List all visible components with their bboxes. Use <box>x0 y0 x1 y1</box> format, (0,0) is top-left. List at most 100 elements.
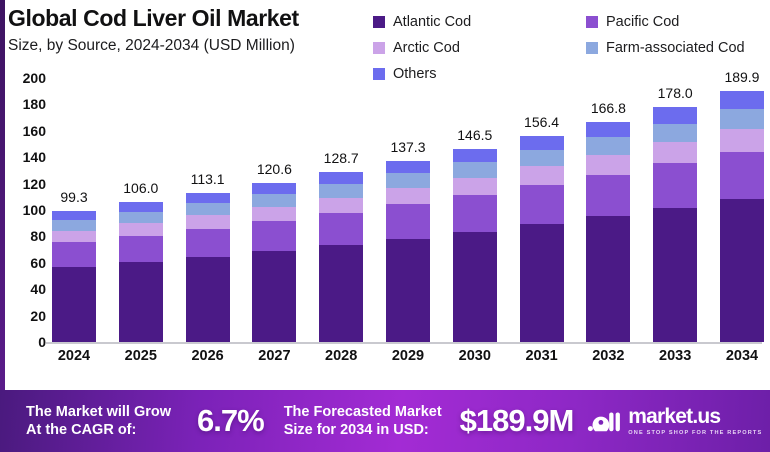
legend-swatch-icon <box>373 42 385 54</box>
bar-segment[interactable] <box>586 137 631 155</box>
bar-column[interactable]: 189.9 <box>719 69 764 342</box>
bar-segment[interactable] <box>52 242 96 268</box>
bar-segment[interactable] <box>452 177 497 196</box>
bar-segment[interactable] <box>118 235 163 263</box>
bar-segment[interactable] <box>52 267 96 342</box>
cagr-label: The Market will Grow At the CAGR of: <box>26 403 171 439</box>
y-axis-tick: 140 <box>22 149 46 166</box>
x-axis-tick: 2033 <box>659 348 692 364</box>
cagr-value: 6.7% <box>197 403 265 438</box>
market-us-logo-icon <box>588 412 621 432</box>
bar-segment[interactable] <box>185 192 230 204</box>
bar-value-label: 113.1 <box>190 170 225 187</box>
title-block: Global Cod Liver Oil Market Size, by Sou… <box>8 4 378 56</box>
x-axis-tick: 2024 <box>57 348 91 364</box>
forecast-label-line1: The Forecasted Market <box>283 404 442 420</box>
bar-column[interactable]: 146.5 <box>452 78 497 342</box>
bar-segment[interactable] <box>653 163 698 209</box>
bar-segment[interactable] <box>185 228 230 257</box>
bar-segment[interactable] <box>452 195 497 232</box>
legend-item-pacific-cod[interactable]: Pacific Cod <box>586 9 770 35</box>
plot-area: 0 20 40 60 80 100 120 140 160 180 200 99.3 106.0 113… <box>0 69 770 385</box>
bar-column[interactable]: 128.7 <box>319 78 364 342</box>
bar-segment[interactable] <box>118 223 163 236</box>
market-us-logo[interactable]: market.us ONE STOP SHOP FOR THE REPORTS <box>587 406 762 436</box>
bar-segment[interactable] <box>385 160 430 174</box>
bar-segment[interactable] <box>185 215 230 229</box>
x-axis-tick: 2027 <box>258 348 291 364</box>
bar-stack <box>452 148 497 342</box>
bar-segment[interactable] <box>586 216 631 342</box>
bar-segment[interactable] <box>385 238 430 342</box>
bar-value-label: 99.3 <box>60 188 88 205</box>
bar-segment[interactable] <box>452 162 497 178</box>
bar-column[interactable]: 106.0 <box>118 78 163 342</box>
x-axis-tick: 2028 <box>325 348 358 364</box>
bar-segment[interactable] <box>452 231 497 342</box>
bar-segment[interactable] <box>586 154 631 175</box>
bar-column[interactable]: 137.3 <box>385 78 430 342</box>
bar-segment[interactable] <box>519 149 564 167</box>
bar-column[interactable]: 113.1 <box>185 78 230 342</box>
y-axis: 0 20 40 60 80 100 120 140 160 180 200 <box>0 70 46 350</box>
bar-segment[interactable] <box>52 220 96 231</box>
bar-segment[interactable] <box>252 193 297 207</box>
x-axis-tick: 2031 <box>525 348 558 364</box>
bar-segment[interactable] <box>319 183 364 198</box>
bar-segment[interactable] <box>319 245 364 342</box>
legend-label: Others <box>393 66 437 82</box>
bar-segment[interactable] <box>385 173 430 188</box>
bar-segment[interactable] <box>653 142 698 164</box>
bar-segment[interactable] <box>719 108 764 129</box>
legend-item-atlantic-cod[interactable]: Atlantic Cod <box>373 9 586 35</box>
bar-segment[interactable] <box>586 121 631 138</box>
bar-segment[interactable] <box>452 148 497 163</box>
bar-segment[interactable] <box>519 185 564 225</box>
bar-segment[interactable] <box>719 151 764 200</box>
bar-segment[interactable] <box>519 135 564 150</box>
bar-column[interactable]: 178.0 <box>653 78 698 342</box>
bar-stack <box>385 160 430 342</box>
bar-segment[interactable] <box>118 262 163 342</box>
bar-segment[interactable] <box>653 123 698 143</box>
y-axis-tick: 120 <box>22 175 46 192</box>
bar-segment[interactable] <box>118 202 163 212</box>
bar-segment[interactable] <box>319 172 364 184</box>
legend-item-farm-associated-cod[interactable]: Farm-associated Cod <box>586 35 770 61</box>
legend-item-arctic-cod[interactable]: Arctic Cod <box>373 35 586 61</box>
bar-segment[interactable] <box>385 187 430 205</box>
bar-segment[interactable] <box>52 230 96 243</box>
y-axis-tick: 60 <box>30 254 46 271</box>
bar-stack <box>653 107 698 342</box>
bar-segment[interactable] <box>252 251 297 342</box>
bar-stack <box>319 172 364 342</box>
bar-segment[interactable] <box>519 166 564 186</box>
bar-segment[interactable] <box>319 212 364 246</box>
bar-column[interactable]: 166.8 <box>586 78 631 342</box>
bar-segment[interactable] <box>185 256 230 342</box>
bar-segment[interactable] <box>118 212 163 224</box>
bar-segment[interactable] <box>252 206 297 221</box>
bar-segment[interactable] <box>385 204 430 239</box>
bar-segment[interactable] <box>719 199 764 342</box>
legend-item-others[interactable]: Others <box>373 61 586 87</box>
bar-segment[interactable] <box>719 91 764 109</box>
bar-value-label: 178.0 <box>657 85 693 102</box>
bar-value-label: 120.6 <box>256 160 292 177</box>
bar-column[interactable]: 99.3 <box>52 78 96 342</box>
bar-column[interactable]: 156.4 <box>519 78 564 342</box>
bar-segment[interactable] <box>653 208 698 342</box>
bar-segment[interactable] <box>519 224 564 342</box>
bar-column[interactable]: 120.6 <box>252 78 297 342</box>
legend-swatch-icon <box>373 16 385 28</box>
bar-segment[interactable] <box>52 210 96 221</box>
bar-segment[interactable] <box>586 174 631 217</box>
bar-segment[interactable] <box>319 197 364 213</box>
y-axis-tick: 80 <box>30 228 46 245</box>
logo-text: market.us ONE STOP SHOP FOR THE REPORTS <box>628 406 762 436</box>
bar-segment[interactable] <box>252 220 297 252</box>
bar-segment[interactable] <box>185 203 230 216</box>
bar-segment[interactable] <box>719 128 764 152</box>
bar-segment[interactable] <box>252 182 297 194</box>
bar-segment[interactable] <box>653 107 698 124</box>
